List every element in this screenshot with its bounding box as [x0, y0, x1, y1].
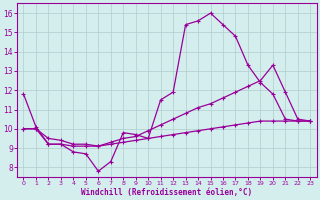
X-axis label: Windchill (Refroidissement éolien,°C): Windchill (Refroidissement éolien,°C): [81, 188, 252, 197]
